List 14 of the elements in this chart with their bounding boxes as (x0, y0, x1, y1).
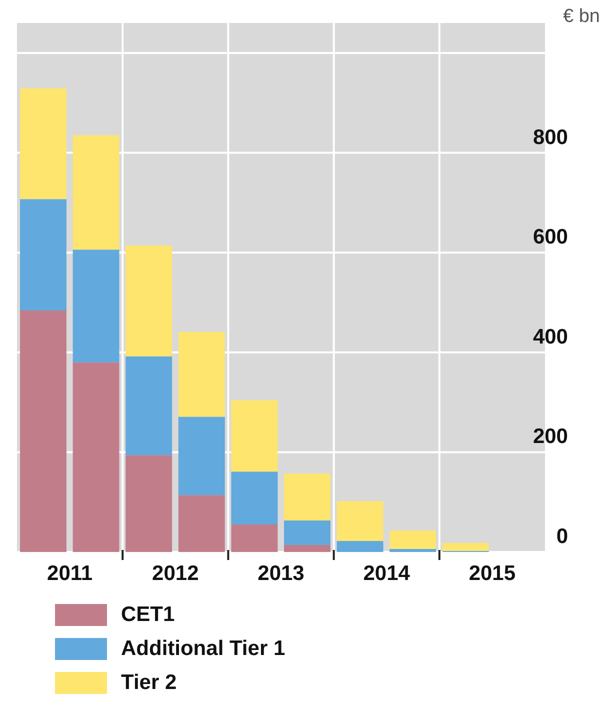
x-tick-label: 2012 (152, 562, 199, 585)
y-tick-label: 0 (556, 525, 568, 548)
y-tick-label: 800 (532, 126, 568, 149)
legend-label: CET1 (121, 603, 175, 627)
x-tick-label: 2013 (258, 562, 304, 585)
legend-label: Tier 2 (121, 671, 177, 695)
y-tick-label: 200 (532, 425, 568, 448)
y-tick-label: 400 (532, 325, 568, 348)
x-tick-label: 2011 (47, 562, 93, 585)
x-tick-label: 2014 (363, 562, 410, 585)
x-tick-label: 2015 (468, 562, 516, 585)
y-tick-label: 600 (532, 226, 568, 249)
y-axis-title: € bn (563, 6, 600, 28)
legend-label: Additional Tier 1 (121, 637, 286, 661)
